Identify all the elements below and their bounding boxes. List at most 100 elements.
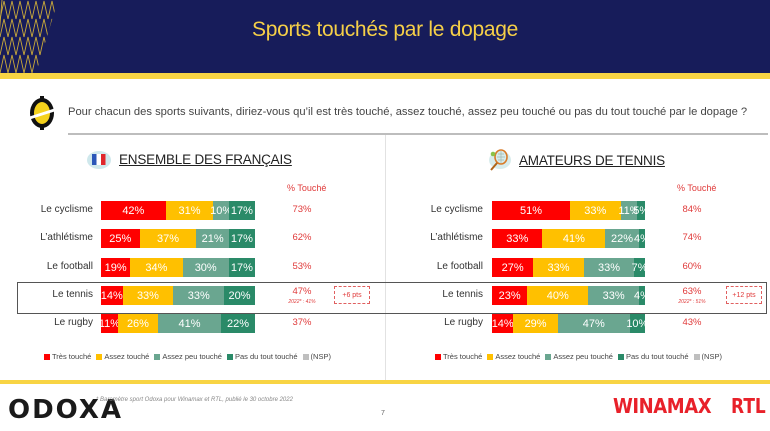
bar-segment: 33% (570, 201, 621, 220)
bar-segment: 20% (224, 286, 255, 305)
bar-segment: 7% (632, 258, 648, 277)
bar-segment: 40% (527, 286, 589, 305)
pct-touche-header: % Touché (287, 183, 327, 193)
stacked-bar: 23% 40% 33% 4% (492, 286, 650, 305)
legend-swatch (154, 353, 161, 360)
stacked-bar: 33% 41% 22% 4% (492, 229, 650, 248)
bar-segment: 42% (101, 201, 166, 220)
legend-swatch (617, 353, 624, 360)
odoxa-logo: ODOXA (8, 395, 124, 425)
bar-segment: 33% (588, 286, 639, 305)
bar-segment: 37% (139, 229, 197, 248)
bar-segment: 33% (583, 258, 635, 277)
tennis-highlight-box (17, 282, 767, 314)
bar-segment: 10% (626, 314, 648, 333)
bar-segment: 17% (228, 258, 255, 277)
footer-accent-stripe (0, 380, 770, 384)
stacked-bar: 14% 33% 33% 20% (101, 286, 255, 305)
legend-label: Assez peu touché (162, 352, 222, 361)
legend-item: Très touché (435, 352, 482, 361)
panel-title: AMATEURS DE TENNIS (519, 152, 665, 168)
stacked-bar: 51% 33% 11% 5% (492, 201, 649, 220)
bar-segment: 33% (122, 286, 174, 305)
pct-touche-value: 37% (292, 317, 312, 328)
tennis-racket-icon (489, 149, 511, 171)
legend-swatch (435, 353, 441, 360)
legend-item: Assez peu touché (545, 352, 613, 361)
bar-segment: 22% (605, 229, 639, 248)
bar-segment: 17% (228, 229, 255, 248)
bar-segment: 41% (542, 229, 606, 248)
bar-segment: 33% (173, 286, 225, 305)
legend-item: Pas du tout touché (617, 352, 689, 361)
stacked-bar: 14% 29% 47% 10% (492, 314, 648, 333)
pct-touche-header: % Touché (677, 183, 717, 193)
legend-label: Très touché (443, 352, 483, 361)
legend-label: (NSP) (701, 352, 722, 361)
category-label: Le cyclisme (430, 204, 483, 215)
legend: Très touché Assez touché Assez peu touché P… (435, 352, 722, 361)
legend-item: Pas du tout touché (226, 352, 298, 361)
bar-segment: 25% (101, 229, 140, 248)
previous-value: 2022* : 41% (288, 299, 316, 305)
pct-touche-value: 60% (682, 261, 702, 272)
stacked-bar: 19% 34% 30% 17% (101, 258, 255, 277)
bar-segment: 47% (557, 314, 630, 333)
rtl-logo: RTL (731, 394, 766, 418)
legend-item: Assez touché (487, 352, 540, 361)
pct-touche-value: 73% (292, 204, 312, 215)
pct-touche-value: 53% (292, 261, 312, 272)
bar-segment: 51% (492, 201, 571, 220)
divider (68, 133, 768, 135)
bar-segment: 30% (182, 258, 229, 277)
chevron-pattern-icon (0, 0, 57, 73)
stacked-bar: 42% 31% 10% 17% (101, 201, 255, 220)
legend-swatch (693, 353, 700, 360)
page-number: 7 (381, 410, 385, 417)
legend-label: Assez peu touché (553, 352, 613, 361)
bar-segment: 33% (533, 258, 584, 277)
category-label: Le cyclisme (40, 204, 93, 215)
delta-badge: +12 pts (726, 286, 762, 304)
panel-heading-right: AMATEURS DE TENNIS (487, 148, 665, 172)
legend-swatch (96, 353, 103, 360)
legend-label: (NSP) (310, 352, 331, 361)
bar-segment: 11% (618, 201, 640, 220)
bar-segment: 33% (492, 229, 543, 248)
pct-touche-value: 47% (292, 286, 312, 297)
category-label: Le football (436, 261, 483, 272)
bar-segment: 14% (492, 314, 514, 333)
french-flag-icon (87, 151, 111, 169)
pct-touche-value: 84% (682, 204, 702, 215)
bar-segment: 26% (117, 314, 158, 333)
bar-segment: 4% (634, 229, 650, 248)
pct-touche-value: 43% (682, 317, 702, 328)
footnote: * Baromètre sport Odoxa pour Winamax et … (96, 397, 293, 403)
legend-swatch (302, 353, 309, 360)
bar-segment: 21% (196, 229, 229, 248)
pct-touche-value: 63% (682, 286, 702, 297)
legend-label: Pas du tout touché (234, 352, 298, 361)
bar-segment: 11% (99, 314, 120, 333)
header-bar: Sports touchés par le dopage (0, 0, 770, 73)
panel-title: ENSEMBLE DES FRANÇAIS (119, 151, 292, 167)
pct-touche-value: 62% (292, 232, 312, 243)
legend-swatch (226, 353, 233, 360)
winamax-logo: WINAMAX (613, 394, 712, 418)
legend-label: Très touché (52, 352, 92, 361)
bar-segment: 23% (492, 286, 528, 305)
bar-segment: 22% (221, 314, 255, 333)
category-label: L’athlétisme (430, 232, 483, 243)
bar-segment: 41% (157, 314, 222, 333)
header-accent-stripe (0, 73, 770, 79)
bar-segment: 14% (101, 286, 123, 305)
category-label: Le tennis (442, 289, 483, 300)
page-title: Sports touchés par le dopage (252, 18, 518, 41)
panel-heading-left: ENSEMBLE DES FRANÇAIS (87, 148, 292, 170)
previous-value: 2022* : 51% (678, 299, 706, 305)
stacked-bar: 25% 37% 21% 17% (101, 229, 255, 248)
survey-question: Pour chacun des sports suivants, diriez-… (68, 106, 748, 118)
stacked-bar: 27% 33% 33% 7% (492, 258, 648, 277)
legend-label: Assez touché (495, 352, 541, 361)
